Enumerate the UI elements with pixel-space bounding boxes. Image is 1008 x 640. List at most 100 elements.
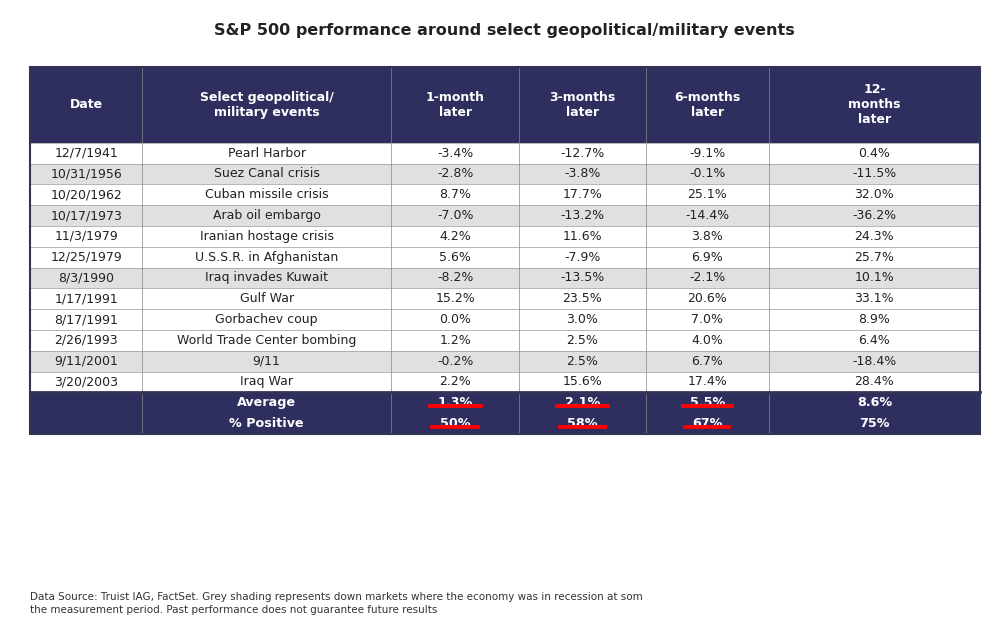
Bar [142,392,391,413]
Text: 7.0%: 7.0% [691,313,724,326]
Bar [391,371,519,392]
Bar [142,226,391,246]
Bar [30,184,142,205]
Text: 0.4%: 0.4% [859,147,890,159]
Bar [519,413,645,434]
Text: 32.0%: 32.0% [855,188,894,201]
Text: -7.9%: -7.9% [564,251,601,264]
Bar [519,67,645,143]
Bar [391,246,519,268]
Bar [645,268,769,288]
Bar [769,309,980,330]
Text: Pearl Harbor: Pearl Harbor [228,147,305,159]
Bar [519,268,645,288]
Bar [391,351,519,371]
Bar [645,309,769,330]
Bar [142,67,391,143]
Text: 15.6%: 15.6% [562,376,602,388]
Text: -2.8%: -2.8% [437,168,474,180]
Bar [769,413,980,434]
Text: 4.2%: 4.2% [439,230,471,243]
Text: -36.2%: -36.2% [853,209,896,222]
Bar [519,330,645,351]
Text: 50%: 50% [439,417,471,430]
Text: Arab oil embargo: Arab oil embargo [213,209,321,222]
Text: Date: Date [70,99,103,111]
Bar [645,226,769,246]
Bar [391,288,519,309]
Bar [142,413,391,434]
Bar [30,330,142,351]
Bar [769,351,980,371]
Text: 12/25/1979: 12/25/1979 [50,251,122,264]
Text: -18.4%: -18.4% [852,355,896,367]
Bar [769,392,980,413]
Bar [142,164,391,184]
Bar [142,246,391,268]
Bar [645,143,769,163]
Bar [30,413,142,434]
Bar [769,288,980,309]
Text: -0.2%: -0.2% [437,355,474,367]
Text: -2.1%: -2.1% [689,271,726,284]
Text: % Positive: % Positive [230,417,304,430]
Bar [519,371,645,392]
Bar [142,351,391,371]
Bar [30,351,142,371]
Text: Iranian hostage crisis: Iranian hostage crisis [200,230,334,243]
Bar [519,288,645,309]
Bar [645,330,769,351]
Bar [30,205,142,226]
Text: 5.6%: 5.6% [439,251,471,264]
Text: 24.3%: 24.3% [855,230,894,243]
Text: Data Source: Truist IAG, FactSet. Grey shading represents down markets where the: Data Source: Truist IAG, FactSet. Grey s… [30,592,643,615]
Text: 6-months
later: 6-months later [674,91,741,119]
Text: 1.2%: 1.2% [439,334,471,347]
Bar [142,330,391,351]
Bar [142,184,391,205]
Text: 11/3/1979: 11/3/1979 [54,230,118,243]
Bar [645,205,769,226]
Text: Gulf War: Gulf War [240,292,293,305]
Text: -0.1%: -0.1% [689,168,726,180]
Text: 2/26/1993: 2/26/1993 [54,334,118,347]
Text: Cuban missile crisis: Cuban missile crisis [205,188,329,201]
Bar [645,371,769,392]
Text: 15.2%: 15.2% [435,292,475,305]
Text: -12.7%: -12.7% [560,147,605,159]
Text: -14.4%: -14.4% [685,209,730,222]
Text: U.S.S.R. in Afghanistan: U.S.S.R. in Afghanistan [196,251,339,264]
Bar [391,184,519,205]
Text: -9.1%: -9.1% [689,147,726,159]
Bar [391,413,519,434]
Bar [30,371,142,392]
Bar [519,392,645,413]
Text: -3.4%: -3.4% [437,147,474,159]
Bar [142,143,391,163]
Bar [142,288,391,309]
Text: 8.9%: 8.9% [859,313,890,326]
Bar [769,268,980,288]
Bar [30,164,142,184]
Bar [30,309,142,330]
Bar [769,184,980,205]
Text: 3/20/2003: 3/20/2003 [54,376,118,388]
Text: 20.6%: 20.6% [687,292,727,305]
Text: 10/17/1973: 10/17/1973 [50,209,122,222]
Bar [142,205,391,226]
Bar [391,205,519,226]
Bar [30,246,142,268]
Text: World Trade Center bombing: World Trade Center bombing [177,334,357,347]
Text: Iraq War: Iraq War [240,376,293,388]
Text: 8/17/1991: 8/17/1991 [54,313,118,326]
Text: 67%: 67% [692,417,723,430]
Text: Iraq invades Kuwait: Iraq invades Kuwait [206,271,329,284]
Bar [391,330,519,351]
Text: 9/11/2001: 9/11/2001 [54,355,118,367]
Bar [30,226,142,246]
Bar [769,164,980,184]
Text: 28.4%: 28.4% [855,376,894,388]
Bar [519,205,645,226]
Bar [519,351,645,371]
Text: -3.8%: -3.8% [564,168,601,180]
